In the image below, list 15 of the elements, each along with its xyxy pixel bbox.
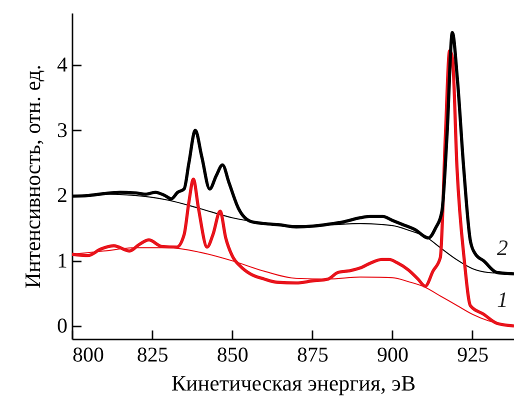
x-axis-title: Кинетическая энергия, эВ — [171, 370, 416, 396]
y-tick-label: 1 — [57, 248, 68, 272]
y-tick-label: 0 — [57, 313, 68, 338]
series-label: 2 — [497, 234, 508, 260]
x-tick-label: 875 — [296, 342, 328, 366]
x-tick-label: 850 — [216, 342, 248, 366]
y-tick-label: 2 — [57, 183, 68, 208]
y-tick-label: 4 — [57, 52, 68, 77]
x-tick-label: 800 — [72, 342, 104, 366]
x-tick-label: 925 — [457, 342, 489, 366]
series-label: 1 — [497, 286, 508, 312]
x-tick-label: 825 — [136, 342, 168, 366]
y-axis-title: Интенсивность, отн. ед. — [20, 64, 45, 288]
y-tick-label: 3 — [57, 118, 68, 142]
x-tick-label: 900 — [377, 342, 409, 366]
